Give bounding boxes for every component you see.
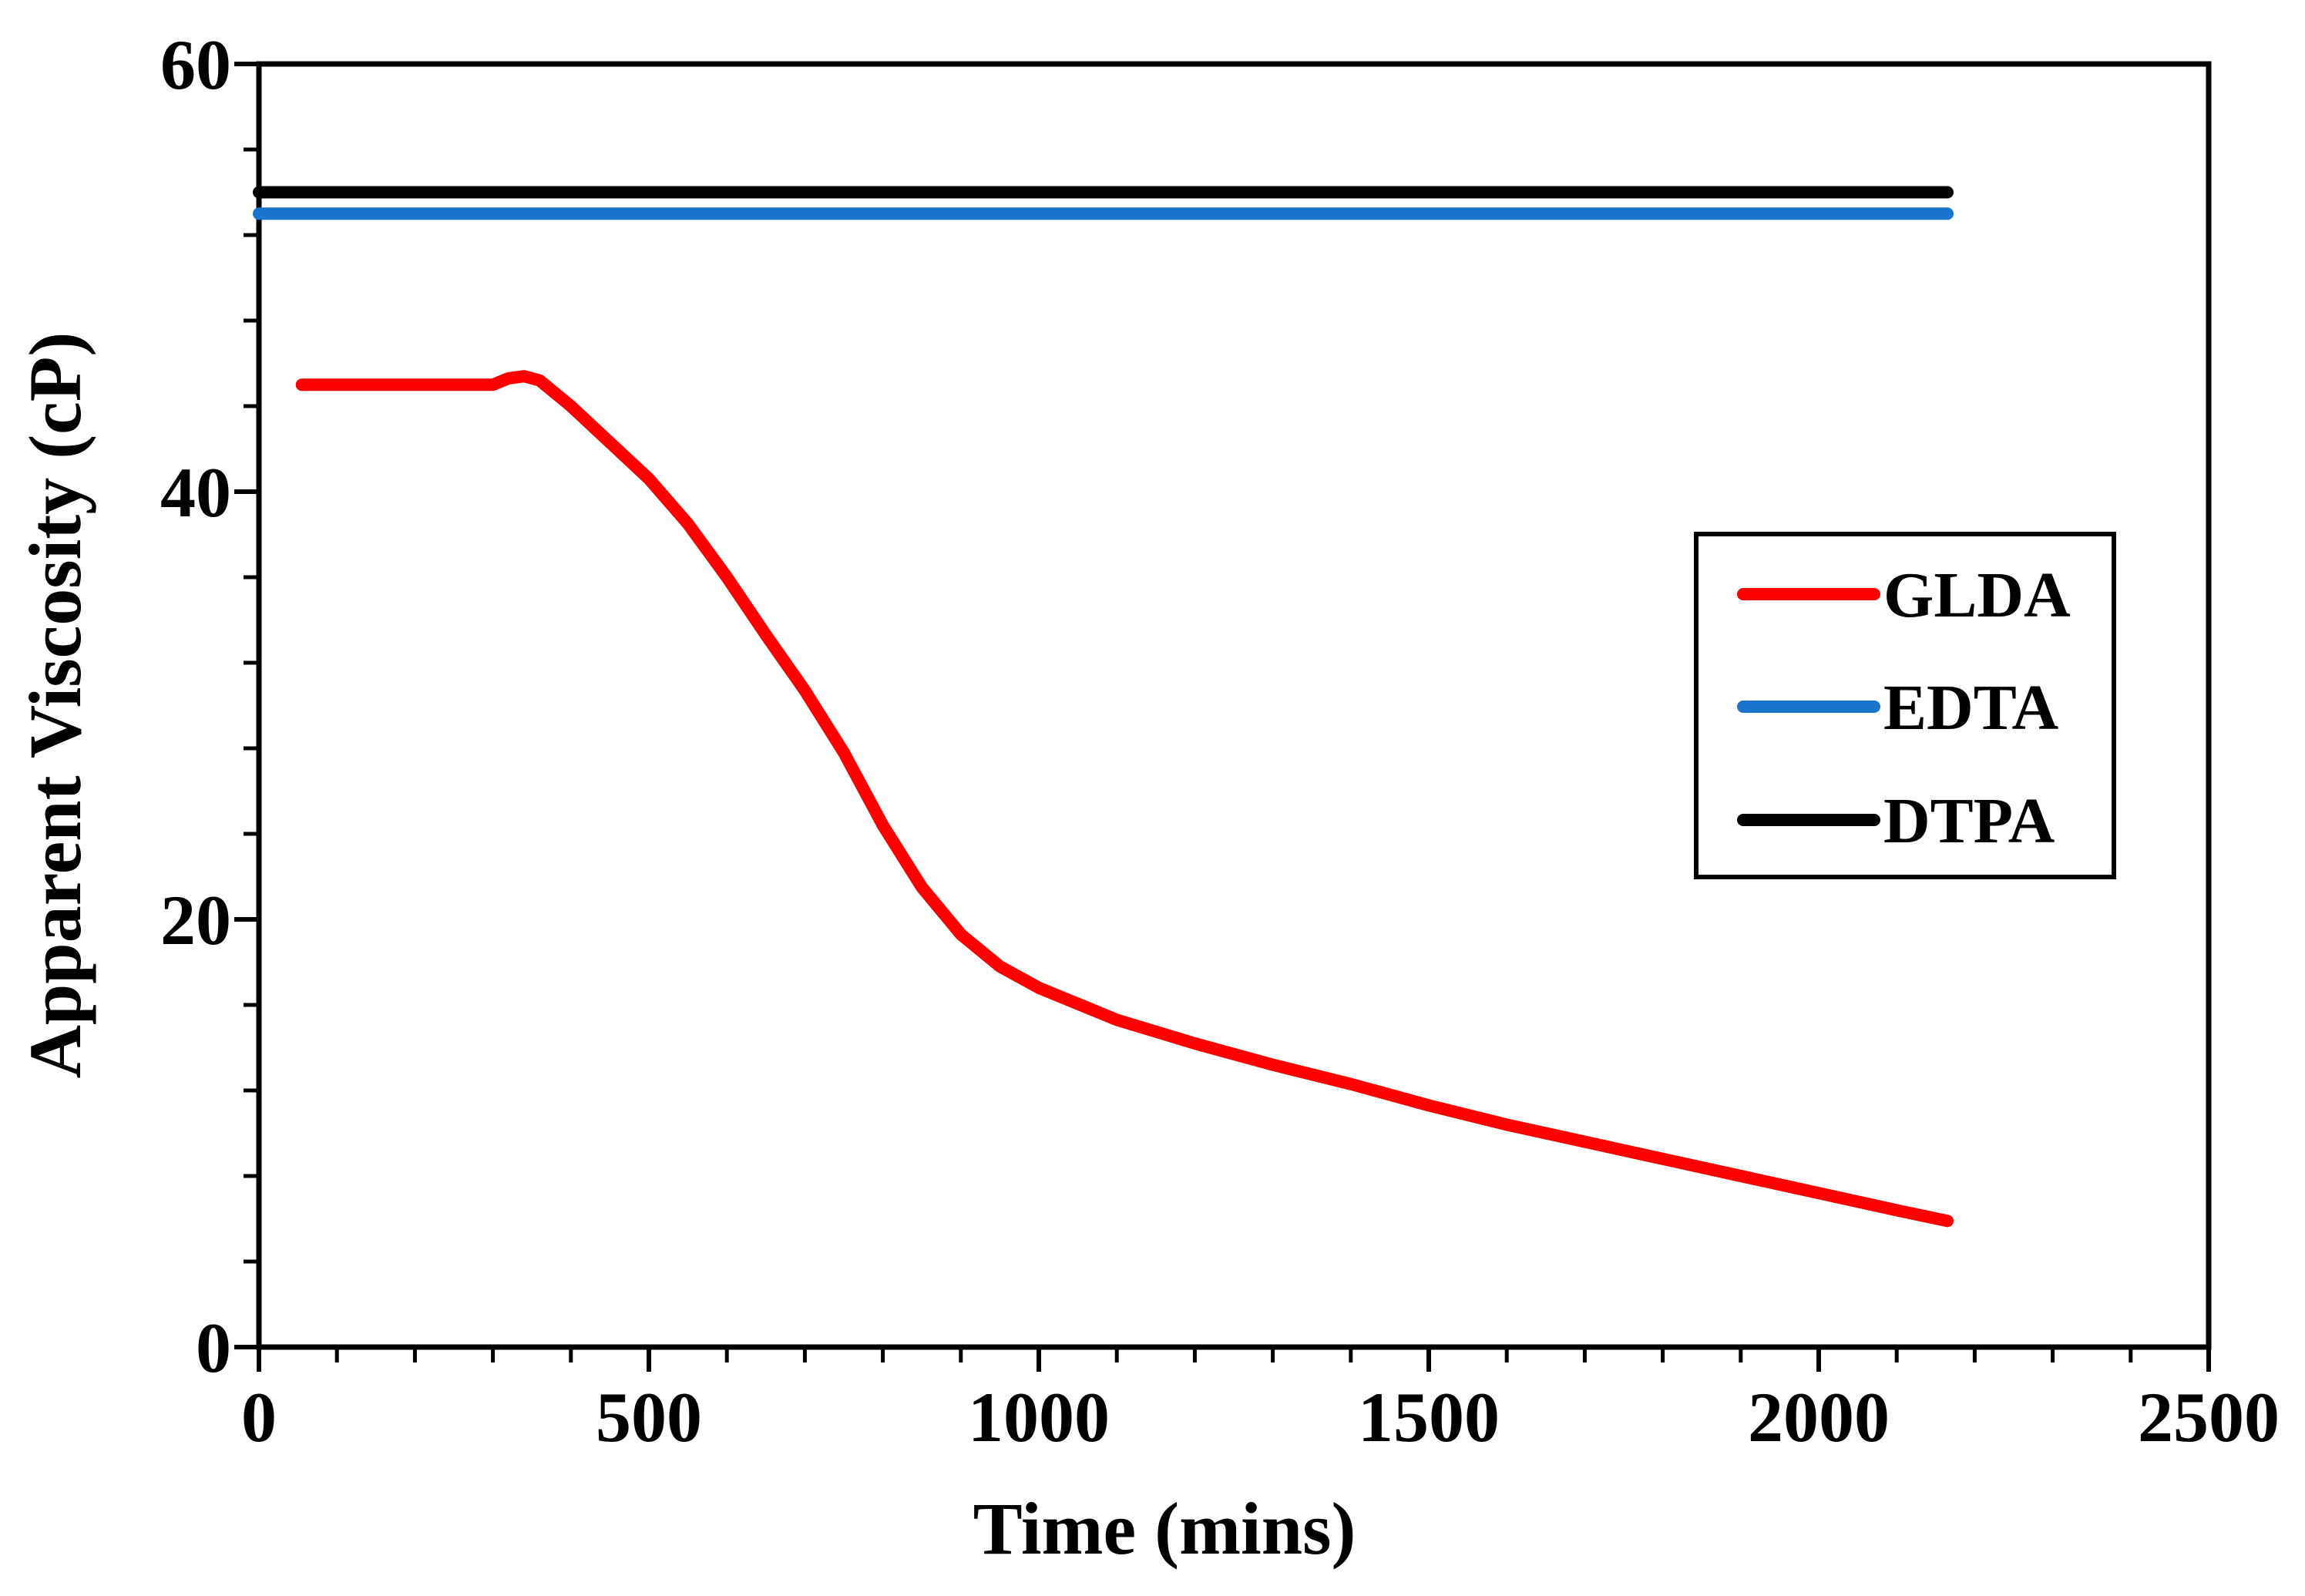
x-tick-label: 2500 — [2138, 1378, 2280, 1457]
x-tick-label: 2000 — [1748, 1378, 1890, 1457]
y-tick-label: 40 — [160, 453, 231, 532]
y-tick-labels: 0 20 40 60 — [160, 25, 231, 1387]
major-ticks — [234, 62, 2211, 1372]
x-tick-label: 500 — [596, 1378, 702, 1457]
y-tick-label: 60 — [160, 25, 231, 104]
legend-label-dtpa: DTPA — [1883, 785, 2055, 857]
x-axis-title: Time (mins) — [973, 1487, 1356, 1570]
x-tick-label: 1000 — [968, 1378, 1110, 1457]
minor-ticks — [244, 147, 2133, 1362]
legend-label-glda: GLDA — [1883, 559, 2071, 631]
legend-label-edta: EDTA — [1883, 672, 2058, 744]
y-tick-label: 0 — [196, 1309, 231, 1387]
y-tick-label: 20 — [160, 881, 231, 959]
x-tick-labels: 0 500 1000 1500 2000 2500 — [241, 1378, 2280, 1457]
series-lines — [253, 186, 1954, 1228]
plot-frame — [256, 61, 2212, 1350]
x-tick-label: 0 — [241, 1378, 277, 1457]
y-axis-title: Apparent Viscosity (cP) — [14, 332, 96, 1079]
series-line-glda — [295, 370, 1954, 1228]
legend: GLDA EDTA DTPA — [1694, 532, 2116, 879]
x-tick-label: 1500 — [1358, 1378, 1500, 1457]
